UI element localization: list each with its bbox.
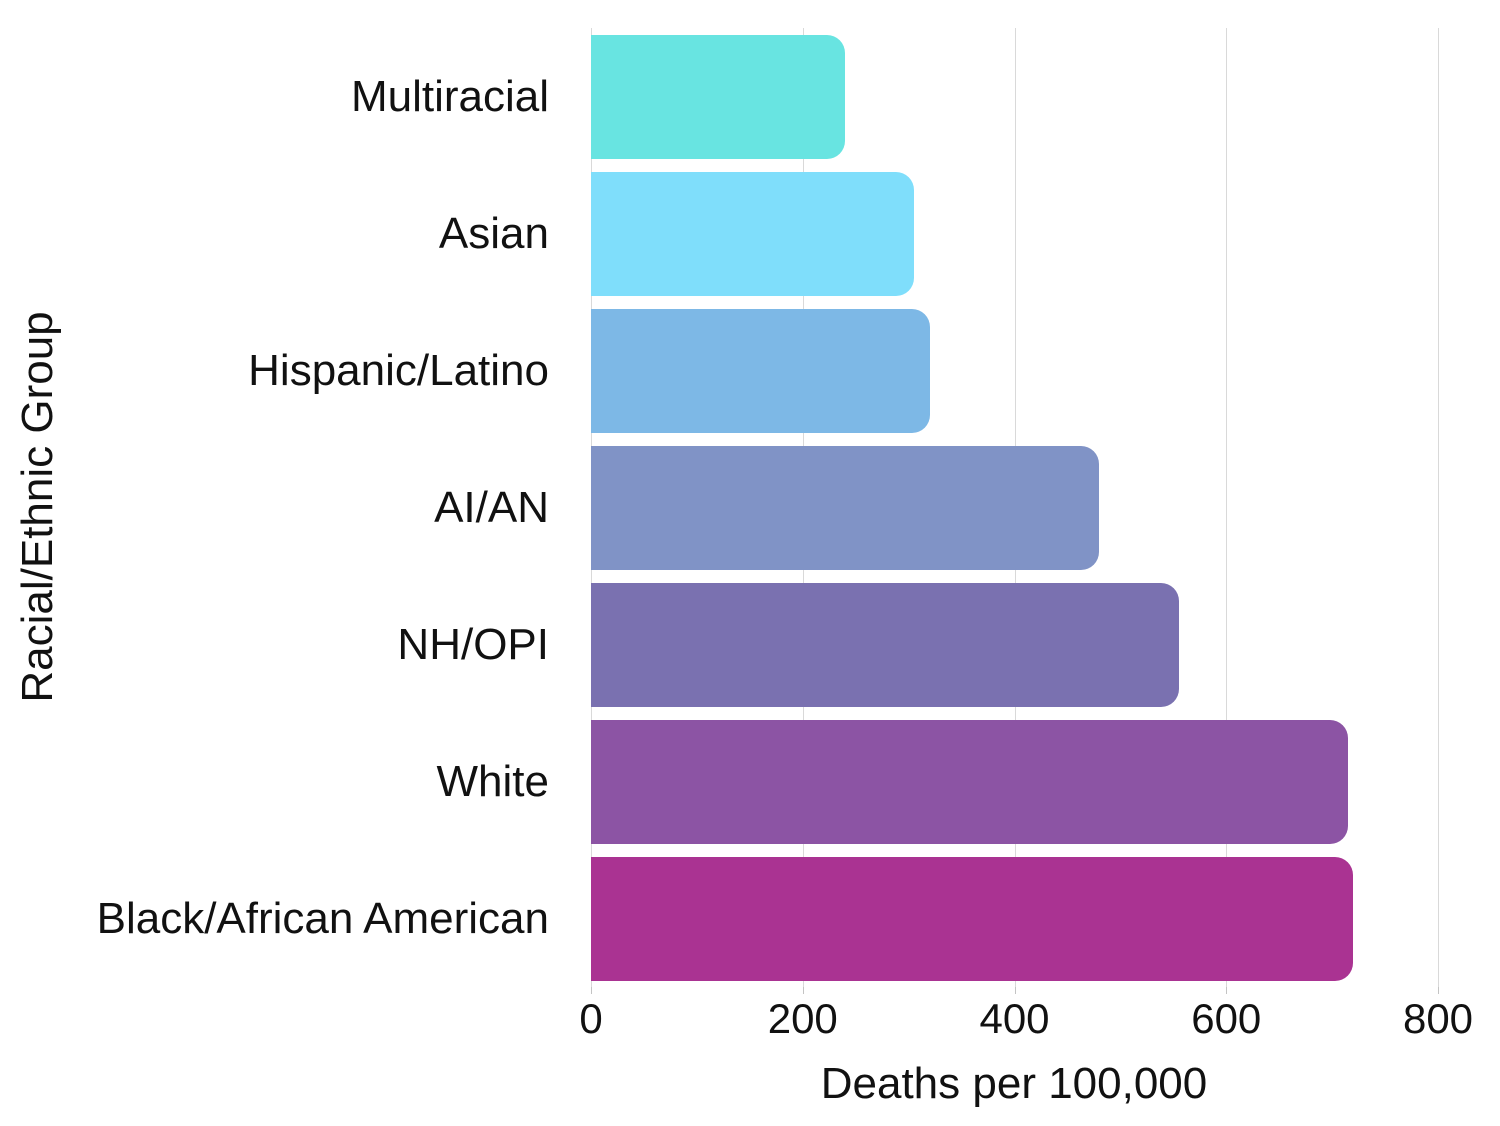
x-tick-mark-400: [1014, 987, 1016, 994]
bar-black-african-american: [591, 856, 1354, 981]
bar-multiracial: [591, 34, 846, 159]
bar-ai-an: [591, 445, 1100, 570]
x-tick-mark-200: [802, 987, 804, 994]
x-tick-mark-800: [1438, 987, 1439, 994]
category-label-asian: Asian: [438, 208, 549, 258]
x-tick-label-200: 200: [767, 995, 838, 1042]
x-tick-label-400: 400: [979, 995, 1050, 1042]
category-label-black-african-american: Black/African American: [96, 893, 549, 943]
plot-area: [591, 28, 1439, 987]
x-tick-mark-600: [1226, 987, 1228, 994]
gridline-600: [1226, 28, 1228, 987]
category-label-multiracial: Multiracial: [350, 71, 549, 121]
x-tick-label-600: 600: [1191, 995, 1262, 1042]
bar-nh-opi: [591, 582, 1179, 707]
category-label-white: White: [436, 756, 549, 806]
category-label-ai-an: AI/AN: [434, 482, 549, 532]
x-tick-label-800: 800: [1402, 995, 1474, 1042]
x-tick-mark-0: [591, 987, 592, 994]
bar-asian: [591, 171, 914, 296]
gridline-800: [1438, 28, 1439, 987]
category-label-hispanic-latino: Hispanic/Latino: [248, 345, 549, 395]
x-tick-label-0: 0: [579, 995, 603, 1042]
x-axis-title: Deaths per 100,000: [820, 1059, 1208, 1108]
bar-white: [591, 719, 1348, 844]
category-labels: Multiracial Asian Hispanic/Latino AI/AN NH/O…: [0, 28, 571, 987]
category-label-nh-opi: NH/OPI: [397, 619, 549, 669]
bar-hispanic-latino: [591, 308, 930, 433]
